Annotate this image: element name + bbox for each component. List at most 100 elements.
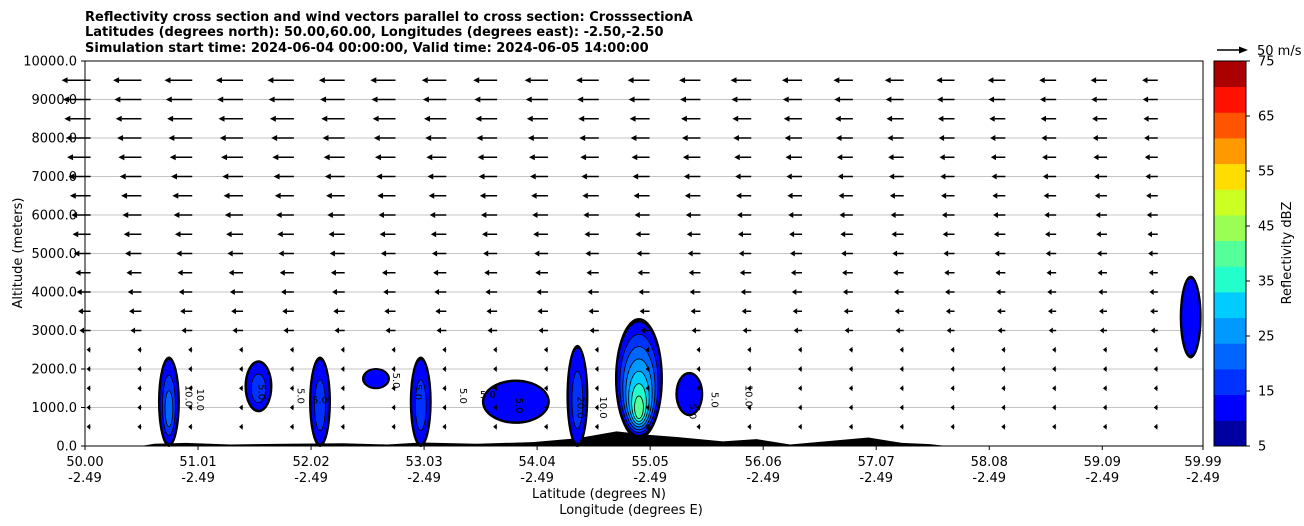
wind-vector-head xyxy=(899,404,904,411)
wind-vector-head xyxy=(222,173,229,180)
wind-vector-head xyxy=(442,366,446,372)
wind-vector-head xyxy=(1096,231,1101,238)
wind-vector-head xyxy=(632,173,639,180)
wind-vector-head xyxy=(696,404,701,411)
wind-vector-head xyxy=(434,289,440,295)
wind-vector-head xyxy=(1099,327,1104,334)
wind-vector-head xyxy=(137,366,142,372)
reflectivity-cell-fill xyxy=(676,373,702,415)
wind-vector-head xyxy=(941,212,947,218)
wind-vector-head xyxy=(838,192,844,199)
wind-vector-head xyxy=(732,115,739,122)
wind-vector-head xyxy=(373,135,380,141)
wind-vector-head xyxy=(538,327,543,334)
wind-vector-head xyxy=(990,154,997,161)
wind-vector-head xyxy=(581,173,587,180)
wind-vector-head xyxy=(679,77,686,84)
wind-vector-head xyxy=(267,77,274,84)
wind-vector-head xyxy=(1043,192,1049,199)
wind-vector-head xyxy=(837,173,844,180)
wind-vector-head xyxy=(747,346,751,353)
colorbar-tick-label: 65 xyxy=(1258,110,1275,125)
colorbar-tick-label: 35 xyxy=(1258,275,1275,290)
y-tick-label: 3000.0 xyxy=(32,324,78,339)
wind-vector-head xyxy=(891,231,897,238)
wind-vector-head xyxy=(276,212,282,218)
wind-vector-head xyxy=(1102,366,1107,372)
wind-vector-head xyxy=(221,154,228,161)
chart-title-line-3: Simulation start time: 2024-06-04 00:00:… xyxy=(85,41,649,56)
wind-vector-head xyxy=(1042,173,1048,180)
wind-vector-head xyxy=(274,192,281,199)
wind-vector-head xyxy=(683,173,690,180)
x-tick-label-lat: 54.04 xyxy=(519,455,556,470)
wind-vector-head xyxy=(372,115,379,122)
wind-vector-head xyxy=(483,250,489,257)
wind-vector-head xyxy=(435,308,441,315)
wind-vector-head xyxy=(1052,404,1056,411)
wind-vector-head xyxy=(1001,423,1005,430)
contour-label: 10.0 xyxy=(597,396,608,418)
wind-vector-head xyxy=(75,269,81,276)
wind-vector-head xyxy=(487,327,492,334)
wind-vector-head xyxy=(429,212,436,218)
wind-vector-head xyxy=(1102,404,1107,411)
wind-vector-head xyxy=(945,308,951,315)
wind-vector-head xyxy=(1001,346,1005,353)
contour-label: 5.0 xyxy=(513,398,524,414)
quiver-key: 50 m/s xyxy=(1217,44,1302,59)
wind-vector-head xyxy=(1001,404,1005,411)
wind-vector-head xyxy=(228,269,234,276)
wind-vector-head xyxy=(786,173,792,180)
wind-vector-head xyxy=(239,346,243,353)
wind-vector-head xyxy=(942,231,948,238)
wind-vector-head xyxy=(791,289,797,295)
wind-vector-head xyxy=(588,308,594,315)
wind-vector-head xyxy=(543,423,548,430)
wind-vector-head xyxy=(937,115,944,122)
wind-vector-head xyxy=(129,308,134,315)
wind-vector-head xyxy=(224,212,231,218)
wind-vector-head xyxy=(1146,192,1151,199)
wind-vector-head xyxy=(696,346,701,353)
wind-vector-head xyxy=(424,115,431,122)
wind-vector-head xyxy=(473,77,480,84)
wind-vector-head xyxy=(86,404,91,411)
y-tick-label: 4000.0 xyxy=(32,286,78,301)
wind-vector-head xyxy=(534,250,540,257)
wind-vector-head xyxy=(681,135,688,141)
contour-labels: 10.0 10.0 5.05.05.05.05.0 5.0 5.05.0 20.0 10.0… xyxy=(183,373,754,420)
wind-vector-head xyxy=(493,346,497,353)
wind-vector-head xyxy=(1098,289,1103,295)
wind-vector-head xyxy=(788,212,794,218)
wind-vector-head xyxy=(1093,154,1099,161)
colorbar-segment xyxy=(1214,86,1246,113)
wind-vector-head xyxy=(379,231,386,238)
wind-vector-head xyxy=(945,289,950,295)
colorbar-segment xyxy=(1214,420,1246,447)
y-axis-ticks: 0.0 1000.0 2000.0 3000.0 4000.0 5000.0 6000.0 7… xyxy=(23,55,85,455)
wind-vector-head xyxy=(391,346,396,353)
wind-vector-head xyxy=(436,327,441,334)
wind-vector-head xyxy=(176,250,182,257)
wind-vector-head xyxy=(493,423,497,430)
wind-vector-head xyxy=(634,212,640,218)
wind-vector-head xyxy=(735,173,741,180)
wind-vector-head xyxy=(747,404,751,411)
wind-vector-head xyxy=(742,327,747,334)
wind-vector-head xyxy=(1048,308,1053,315)
wind-vector-head xyxy=(631,154,638,161)
wind-vector-head xyxy=(594,404,599,411)
wind-vector-head xyxy=(239,423,243,430)
wind-vector-head xyxy=(688,269,694,276)
colorbar-tick-label: 5 xyxy=(1258,440,1266,455)
wind-vector-head xyxy=(165,96,172,103)
x-tick-label-lon: -2.49 xyxy=(1085,471,1119,486)
wind-vector-head xyxy=(543,385,548,392)
wind-vector-head xyxy=(62,96,69,103)
colorbar-segment xyxy=(1214,215,1246,242)
reflectivity-cell-fill xyxy=(571,371,584,429)
wind-vector-head xyxy=(1044,212,1050,218)
wind-vector-head xyxy=(1149,289,1154,295)
wind-vector-head xyxy=(536,289,542,295)
